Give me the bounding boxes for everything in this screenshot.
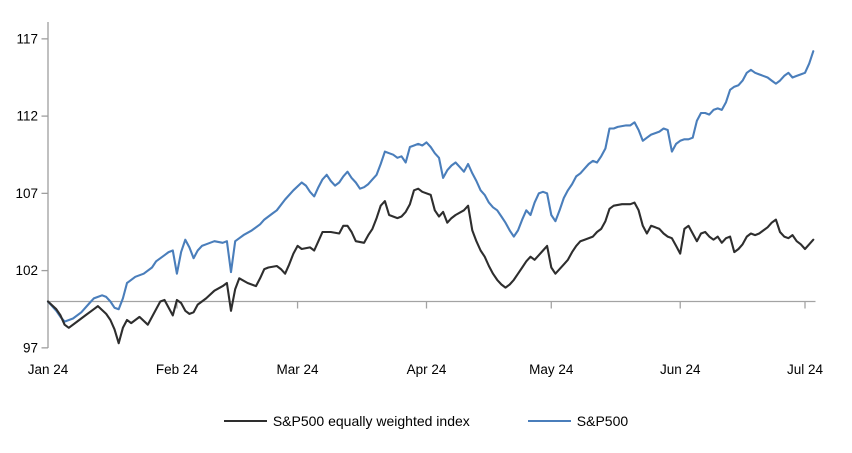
y-tick-label: 112 <box>16 109 38 124</box>
legend-label: S&P500 <box>576 413 629 429</box>
legend-item: S&P500 equally weighted index <box>223 413 470 429</box>
x-tick-label: Jun 24 <box>660 362 701 377</box>
legend-line-sample <box>223 420 267 422</box>
x-tick-label: Jan 24 <box>28 362 69 377</box>
sp500-line <box>46 50 815 323</box>
equal-weight-line <box>46 187 815 345</box>
x-tick-label: Jul 24 <box>787 362 824 377</box>
legend-line-sample <box>527 420 571 422</box>
x-tick-label: May 24 <box>529 362 574 377</box>
y-tick-label: 107 <box>15 186 38 201</box>
x-tick-label: Feb 24 <box>156 362 199 377</box>
chart-legend: S&P500 equally weighted index S&P500 <box>0 410 852 432</box>
x-tick-label: Mar 24 <box>277 362 320 377</box>
legend-item: S&P500 <box>527 413 629 429</box>
x-tick-label: Apr 24 <box>407 362 447 377</box>
y-tick-label: 97 <box>23 340 38 355</box>
y-tick-label: 117 <box>16 31 38 46</box>
legend-label: S&P500 equally weighted index <box>272 413 470 429</box>
y-tick-label: 102 <box>15 263 38 278</box>
